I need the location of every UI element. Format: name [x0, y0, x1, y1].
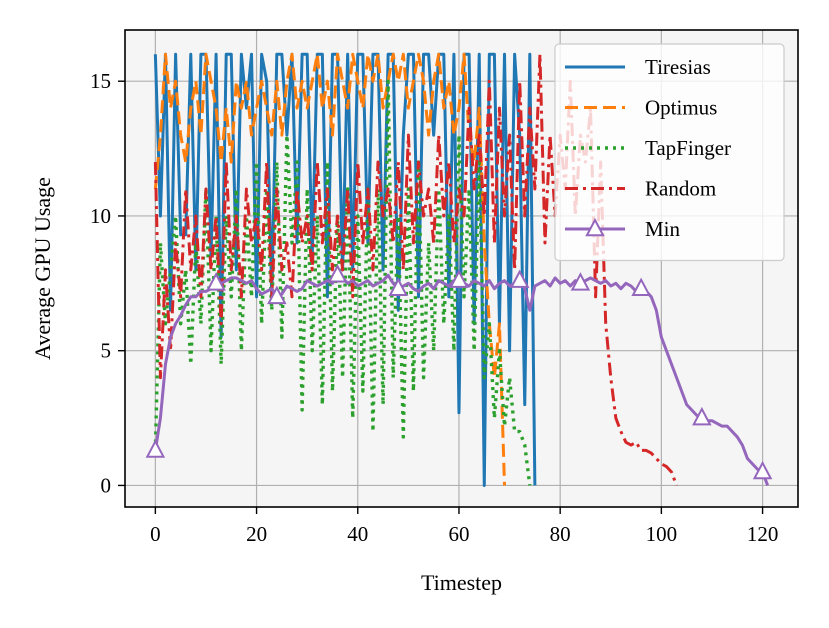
series-line-tiresias [153, 52, 537, 487]
ticks: 0 20 40 60 80 100 120 0 5 10 15 [90, 69, 778, 546]
series-line-tapfinger [153, 79, 532, 486]
series-marker-min [449, 269, 469, 288]
y-tick-label: 5 [101, 339, 112, 363]
y-axis-label: Average GPU Usage [30, 177, 55, 360]
series-marker-min [145, 439, 166, 458]
legend-box [554, 43, 785, 262]
legend-label-optimus: Optimus [645, 96, 717, 120]
series-marker-min [267, 285, 287, 305]
y-tick-label: 0 [101, 473, 112, 497]
legend-label-tapfinger: TapFinger [645, 136, 731, 160]
series-marker-min [327, 264, 348, 283]
series-marker-min [509, 269, 530, 288]
series-marker-min [206, 272, 226, 291]
series-line-optimus [153, 52, 507, 486]
x-tick-label: 40 [347, 522, 368, 546]
legend-marker-min [585, 217, 605, 237]
markers-layer [145, 264, 773, 480]
x-axis-label: Timestep [421, 570, 502, 595]
x-tick-label: 120 [747, 522, 779, 546]
series-marker-min [631, 277, 651, 297]
x-tick-label: 0 [150, 522, 161, 546]
x-tick-label: 100 [646, 522, 678, 546]
legend-label-min: Min [645, 217, 681, 241]
series-marker-min [570, 272, 591, 291]
legend-label-random: Random [645, 177, 716, 201]
series-marker-min [388, 277, 409, 297]
series-marker-min [752, 460, 773, 480]
legend-label-tiresias: Tiresias [645, 55, 711, 79]
series-marker-min [692, 406, 712, 426]
legend: Tiresias Optimus TapFinger Random Min [554, 43, 785, 262]
x-tick-label: 60 [448, 522, 469, 546]
y-tick-label: 10 [90, 204, 111, 228]
x-tick-label: 20 [246, 522, 267, 546]
x-tick-label: 80 [550, 522, 571, 546]
y-tick-label: 15 [90, 69, 111, 93]
plot-frame [124, 29, 799, 508]
